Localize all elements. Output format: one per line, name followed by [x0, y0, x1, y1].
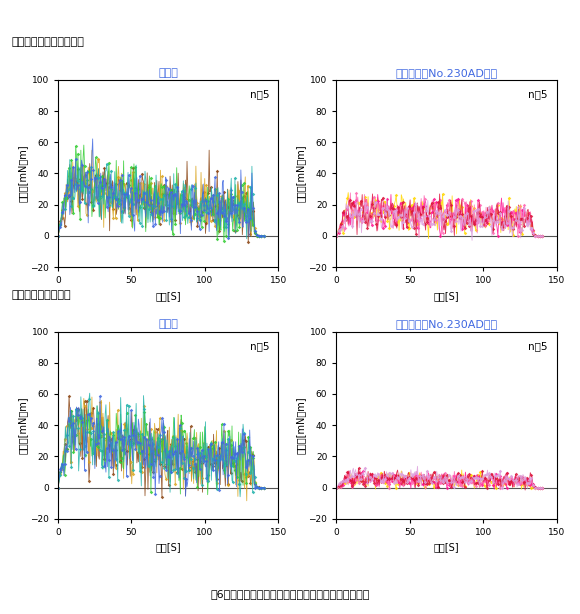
Y-axis label: トルク[mN・m]: トルク[mN・m]	[17, 145, 27, 202]
Title: サンソフトNo.230AD添加: サンソフトNo.230AD添加	[396, 319, 498, 329]
X-axis label: 時間[S]: 時間[S]	[155, 290, 181, 301]
Y-axis label: トルク[mN・m]: トルク[mN・m]	[17, 397, 27, 454]
Text: n＝5: n＝5	[250, 341, 270, 351]
Text: 囶6　トルクの経時変化（出来立て品、冷凍保存品）: 囶6 トルクの経時変化（出来立て品、冷凍保存品）	[211, 589, 369, 599]
X-axis label: 時間[S]: 時間[S]	[434, 290, 459, 301]
Text: n＝5: n＝5	[528, 89, 548, 99]
Y-axis label: トルク[mN・m]: トルク[mN・m]	[296, 397, 306, 454]
Text: 》出来立てチャーハン「: 》出来立てチャーハン「	[12, 37, 85, 47]
Text: n＝5: n＝5	[250, 89, 270, 99]
Title: 無添加: 無添加	[158, 319, 178, 329]
Text: 》冷凍チャーハン「: 》冷凍チャーハン「	[12, 290, 71, 300]
Y-axis label: トルク[mN・m]: トルク[mN・m]	[296, 145, 306, 202]
Title: サンソフトNo.230AD添加: サンソフトNo.230AD添加	[396, 68, 498, 77]
X-axis label: 時間[S]: 時間[S]	[155, 542, 181, 553]
X-axis label: 時間[S]: 時間[S]	[434, 542, 459, 553]
Text: n＝5: n＝5	[528, 341, 548, 351]
Title: 無添加: 無添加	[158, 68, 178, 77]
